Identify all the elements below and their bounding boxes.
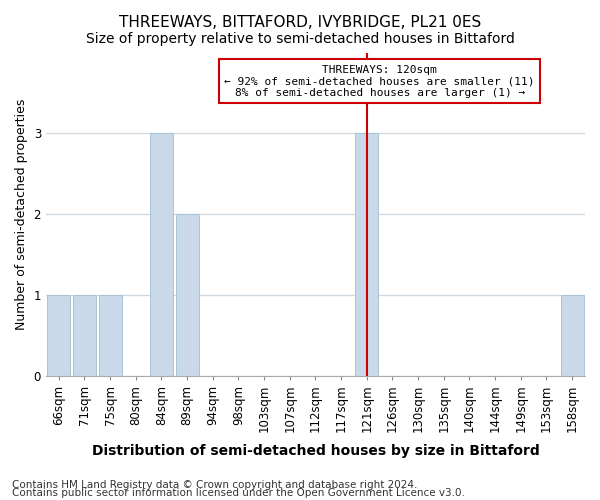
Bar: [560, 295, 584, 376]
Text: Size of property relative to semi-detached houses in Bittaford: Size of property relative to semi-detach…: [86, 32, 514, 46]
Text: THREEWAYS: 120sqm
← 92% of semi-detached houses are smaller (11)
8% of semi-deta: THREEWAYS: 120sqm ← 92% of semi-detached…: [224, 64, 535, 98]
Bar: [98, 295, 122, 376]
Bar: [73, 295, 96, 376]
Text: THREEWAYS, BITTAFORD, IVYBRIDGE, PL21 0ES: THREEWAYS, BITTAFORD, IVYBRIDGE, PL21 0E…: [119, 15, 481, 30]
Bar: [176, 214, 199, 376]
Text: Contains HM Land Registry data © Crown copyright and database right 2024.: Contains HM Land Registry data © Crown c…: [12, 480, 418, 490]
Bar: [47, 295, 70, 376]
Bar: [150, 134, 173, 376]
Text: Contains public sector information licensed under the Open Government Licence v3: Contains public sector information licen…: [12, 488, 465, 498]
X-axis label: Distribution of semi-detached houses by size in Bittaford: Distribution of semi-detached houses by …: [92, 444, 539, 458]
Bar: [355, 134, 379, 376]
Y-axis label: Number of semi-detached properties: Number of semi-detached properties: [15, 98, 28, 330]
